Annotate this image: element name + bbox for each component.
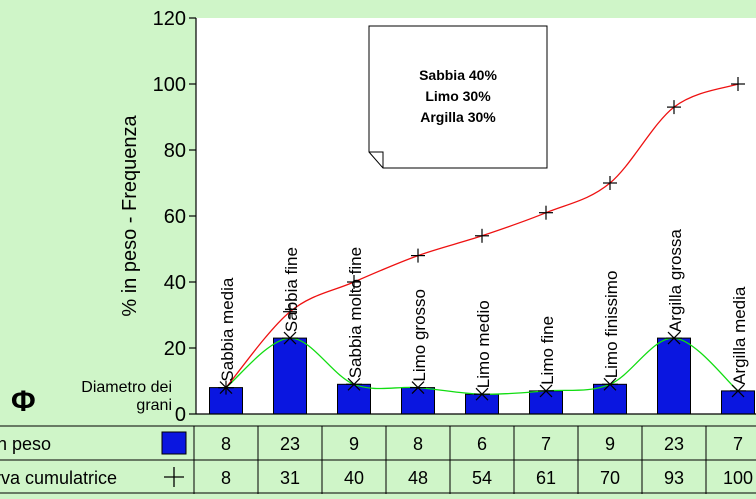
- frequency-point-8: [730, 384, 746, 398]
- table-cell-cumulative-3: 48: [408, 468, 428, 488]
- cumulative-point-5: [539, 205, 553, 220]
- table-cell-cumulative-8: 100: [723, 468, 753, 488]
- bar-8: [721, 390, 755, 415]
- y-axis-title: % in peso - Frequenza: [119, 115, 141, 317]
- table-cell-weight-2: 9: [349, 434, 359, 454]
- frequency-point-7: [666, 331, 682, 345]
- legend-cross-marker: [164, 467, 184, 487]
- bar-2: [337, 383, 371, 415]
- table-cell-cumulative-2: 40: [344, 468, 364, 488]
- bar-3: [401, 387, 435, 415]
- cumulative-point-3: [411, 248, 425, 263]
- cumulative-point-2: [347, 275, 361, 289]
- y-tick-label-20: 20: [164, 338, 186, 360]
- table-cell-cumulative-4: 54: [472, 468, 492, 488]
- category-label-6: Limo finissimo: [602, 271, 621, 379]
- y-tick-label-60: 60: [164, 206, 186, 228]
- table-cell-cumulative-0: 8: [221, 468, 231, 488]
- table-cell-weight-0: 8: [221, 434, 231, 454]
- bar-6: [593, 383, 627, 415]
- frequency-point-2: [346, 377, 362, 391]
- table-cell-weight-8: 7: [733, 434, 743, 454]
- cumulative-point-6: [603, 176, 617, 190]
- y-tick-label-0: 0: [175, 404, 186, 426]
- table-cell-cumulative-6: 70: [600, 468, 620, 488]
- y-tick-label-100: 100: [153, 74, 186, 96]
- cumulative-point-7: [667, 100, 681, 115]
- note-line-3: Argilla 30%: [420, 109, 496, 125]
- y-tick-label-40: 40: [164, 272, 186, 294]
- category-label-8: Argilla media: [730, 286, 749, 385]
- category-label-1: Sabbia fine: [282, 247, 301, 332]
- frequency-point-5: [538, 384, 554, 398]
- table-cell-cumulative-7: 93: [664, 468, 684, 488]
- note-box: Sabbia 40% Limo 30% Argilla 30%: [368, 25, 548, 169]
- table-cell-weight-5: 7: [541, 434, 551, 454]
- phi-symbol: Φ: [11, 385, 36, 418]
- phi-label-line-1: Diametro dei: [81, 379, 172, 396]
- category-label-3: Limo grosso: [410, 289, 429, 382]
- table-cell-cumulative-1: 31: [280, 468, 300, 488]
- table-cell-weight-1: 23: [280, 434, 300, 454]
- category-label-4: Limo medio: [474, 300, 493, 388]
- bar-4: [465, 393, 499, 415]
- table-cell-weight-6: 9: [605, 434, 615, 454]
- cumulative-point-0: [219, 380, 233, 395]
- category-label-5: Limo fine: [538, 316, 557, 385]
- y-tick-label-120: 120: [153, 8, 186, 30]
- frequency-point-3: [410, 381, 426, 395]
- phi-label-line-2: grani: [136, 397, 172, 414]
- frequency-point-6: [602, 377, 618, 391]
- table-cell-weight-4: 6: [477, 434, 487, 454]
- bar-7: [657, 337, 691, 415]
- category-label-0: Sabbia media: [218, 277, 237, 382]
- table-cell-weight-3: 8: [413, 434, 423, 454]
- bar-1: [273, 337, 307, 415]
- table-row-label-cumulative: Curva cumulatrice: [0, 468, 117, 488]
- table-cell-weight-7: 23: [664, 434, 684, 454]
- category-label-2: Sabbia molto fine: [346, 247, 365, 378]
- y-tick-label-80: 80: [164, 140, 186, 162]
- legend-bar-swatch: [161, 431, 187, 455]
- cumulative-point-4: [475, 228, 489, 243]
- frequency-point-1: [282, 331, 298, 345]
- cumulative-point-1: [283, 304, 297, 319]
- data-table: % in peso Curva cumulatrice 8 23 9 8 6 7 9 23 7 8…: [0, 425, 756, 494]
- frequency-point-4: [474, 387, 490, 401]
- category-label-7: Argilla grossa: [666, 229, 685, 333]
- cumulative-point-8: [731, 77, 745, 91]
- table-cell-cumulative-5: 61: [536, 468, 556, 488]
- note-line-2: Limo 30%: [425, 88, 491, 104]
- note-line-1: Sabbia 40%: [419, 67, 497, 83]
- bar-5: [529, 390, 563, 415]
- table-row-label-weight: % in peso: [0, 434, 51, 454]
